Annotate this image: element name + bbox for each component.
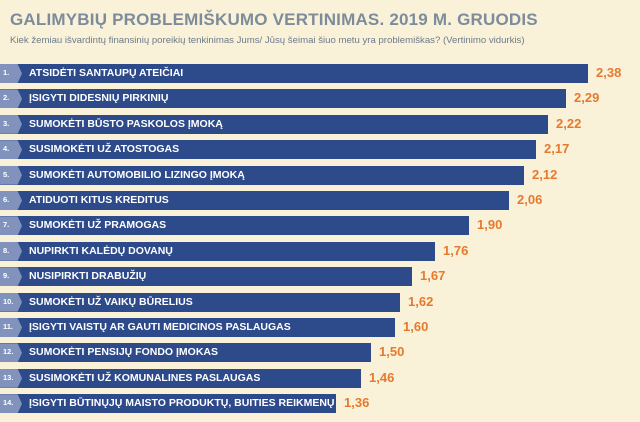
value-label: 1,50 <box>379 344 405 360</box>
bar-label: NUPIRKTI KALĖDŲ DOVANŲ <box>29 244 173 257</box>
bar <box>0 343 371 363</box>
value-label: 1,46 <box>369 369 395 385</box>
chart-title: GALIMYBIŲ PROBLEMIŠKUMO VERTINIMAS. 2019… <box>10 10 538 29</box>
value-label: 1,60 <box>403 319 429 334</box>
bar <box>0 292 400 312</box>
bar <box>0 191 509 210</box>
bar <box>0 368 361 388</box>
bar-label: SUMOKĖTI BŪSTO PASKOLOS ĮMOKĄ <box>29 117 223 130</box>
bar-label: SUSIMOKĖTI UŽ ATOSTOGAS <box>29 143 180 156</box>
value-label: 2,29 <box>574 90 600 106</box>
rank-tab <box>0 241 22 261</box>
bar-label: ĮSIGYTI VAISTŲ AR GAUTI MEDICINOS PASLAU… <box>29 321 291 333</box>
rank-tab <box>0 165 22 185</box>
rank-number: 3. <box>3 118 10 128</box>
rank-tab <box>0 343 22 363</box>
bar-label: SUMOKĖTI UŽ VAIKŲ BŪRELIUS <box>29 295 193 308</box>
rank-tab <box>0 114 22 134</box>
rank-number: 11. <box>3 322 14 331</box>
rank-number: 12. <box>3 347 14 357</box>
bar-label: ATIDUOTI KITUS KREDITUS <box>29 194 169 206</box>
rank-number: 8. <box>3 245 10 255</box>
value-label: 1,36 <box>344 395 370 411</box>
value-label: 2,06 <box>517 192 543 207</box>
rank-number: 6. <box>3 195 10 204</box>
bar <box>0 318 395 337</box>
bar-label: SUMOKĖTI UŽ PRAMOGAS <box>29 219 167 232</box>
rank-tab <box>0 292 22 312</box>
rank-tab <box>0 64 22 83</box>
rank-number: 4. <box>3 144 10 154</box>
rank-number: 5. <box>3 169 10 179</box>
bar <box>0 216 469 236</box>
value-label: 2,22 <box>556 115 582 131</box>
rank-number: 9. <box>3 271 10 281</box>
rank-number: 10. <box>3 296 14 306</box>
rank-tab <box>0 318 22 337</box>
bar-label: SUMOKĖTI PENSIJŲ FONDO ĮMOKAS <box>29 346 219 359</box>
bar <box>0 89 566 109</box>
value-label: 2,12 <box>532 166 558 182</box>
value-label: 1,62 <box>408 293 434 309</box>
value-label: 1,76 <box>443 242 469 258</box>
rank-number: 7. <box>3 220 10 230</box>
bar-label: ĮSIGYTI DIDESNIŲ PIRKINIŲ <box>29 92 169 105</box>
bar-label: SUSIMOKĖTI UŽ KOMUNALINES PASLAUGAS <box>29 371 261 384</box>
value-label: 2,17 <box>544 141 570 157</box>
rank-number: 1. <box>3 68 10 77</box>
bar-label: NUSIPIRKTI DRABUŽIŲ <box>29 270 147 283</box>
rank-number: 2. <box>3 93 10 103</box>
rank-tab <box>0 216 22 236</box>
bar-label: ĮSIGYTI BŪTINŲJŲ MAISTO PRODUKTŲ, BUITIE… <box>29 397 335 410</box>
rank-tab <box>0 140 22 160</box>
bar <box>0 64 588 83</box>
value-label: 1,67 <box>420 268 446 284</box>
value-label: 1,90 <box>477 217 503 233</box>
bar <box>0 140 536 160</box>
bar-label: ATSIDĖTI SANTAUPŲ ATEIČIAI <box>29 67 184 79</box>
rank-number: 14. <box>3 398 14 408</box>
rank-tab <box>0 368 22 388</box>
rank-tab <box>0 89 22 109</box>
bar <box>0 241 435 261</box>
bar <box>0 114 548 134</box>
bar <box>0 165 524 185</box>
value-label: 2,38 <box>596 65 622 80</box>
rank-tab <box>0 394 22 414</box>
bar <box>0 394 336 414</box>
rank-tab <box>0 267 22 287</box>
rank-number: 13. <box>3 372 14 382</box>
chart-subtitle: Kiek žemiau išvardintų finansinių poreik… <box>10 35 525 46</box>
bar <box>0 267 412 287</box>
bar-label: SUMOKĖTI AUTOMOBILIO LIZINGO ĮMOKĄ <box>29 168 245 181</box>
rank-tab <box>0 191 22 210</box>
